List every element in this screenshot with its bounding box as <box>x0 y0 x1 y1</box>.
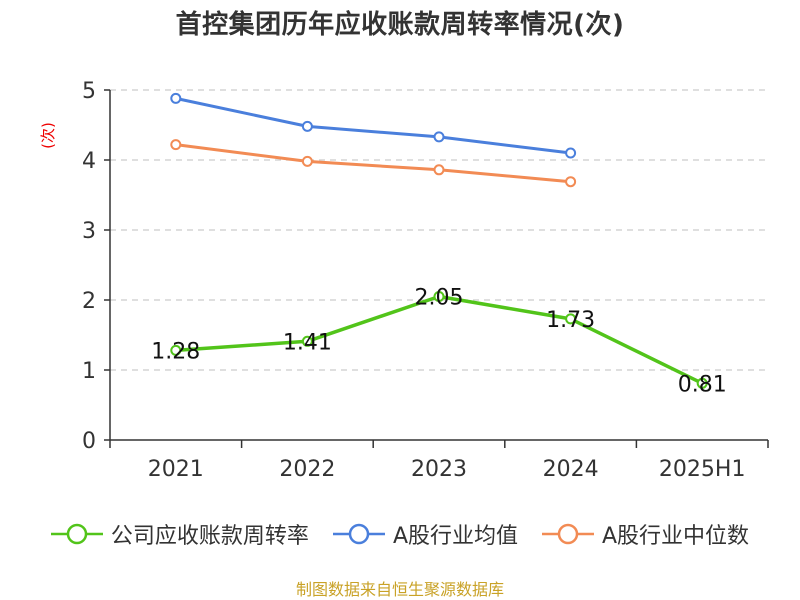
data-label: 2.05 <box>415 286 464 311</box>
y-tick-label: 4 <box>82 149 96 174</box>
x-tick-label: 2025H1 <box>659 457 746 482</box>
y-tick-label: 0 <box>82 429 96 454</box>
legend-marker-icon <box>542 523 594 545</box>
legend-marker-icon <box>50 523 103 545</box>
data-point <box>301 155 313 167</box>
series-lines <box>170 92 708 389</box>
legend-item[interactable]: A股行业中位数 <box>542 518 749 550</box>
legend-item[interactable]: A股行业均值 <box>332 518 518 550</box>
y-tick-label: 2 <box>82 289 96 314</box>
x-tick-label: 2024 <box>543 457 599 482</box>
series-line <box>175 96 571 155</box>
data-labels: 1.28 1.41 2.05 1.73 0.81 <box>151 286 726 398</box>
legend-label: 公司应收账款周转率 <box>110 524 309 549</box>
y-tick-label: 5 <box>82 79 96 104</box>
data-point <box>301 335 313 347</box>
legend-label: A股行业中位数 <box>602 524 750 549</box>
data-point <box>565 176 577 188</box>
legend-marker-icon <box>332 523 385 545</box>
series-line <box>175 143 571 184</box>
legend-label: A股行业均值 <box>392 524 518 549</box>
legend-item[interactable]: 公司应收账款周转率 <box>50 518 309 550</box>
data-point <box>433 131 445 143</box>
data-point <box>433 164 445 176</box>
data-point <box>170 344 182 356</box>
x-tick-label: 2023 <box>411 457 467 482</box>
chart-title: 首控集团历年应收账款周转率情况(次) <box>175 10 625 40</box>
data-label: 0.81 <box>678 372 727 397</box>
x-tick-label: 2021 <box>148 457 204 482</box>
y-tick-label: 3 <box>82 219 96 244</box>
data-point <box>170 92 182 104</box>
data-point <box>301 120 313 132</box>
data-point <box>433 291 445 302</box>
axes: 0 1 2 3 4 5 2021 2022 2023 2024 2025H1 <box>82 79 769 482</box>
legend: 公司应收账款周转率 A股行业均值 A股行业中位数 <box>0 518 800 550</box>
data-point <box>696 377 708 389</box>
data-point <box>170 139 182 151</box>
data-label: 1.28 <box>151 339 200 364</box>
x-tick-label: 2022 <box>279 457 335 482</box>
data-point <box>565 147 577 159</box>
data-label: 1.41 <box>283 330 332 355</box>
y-tick-label: 1 <box>82 359 96 384</box>
data-source-note: 制图数据来自恒生聚源数据库 <box>295 580 504 599</box>
data-point <box>565 313 577 325</box>
data-label: 1.73 <box>546 308 595 333</box>
